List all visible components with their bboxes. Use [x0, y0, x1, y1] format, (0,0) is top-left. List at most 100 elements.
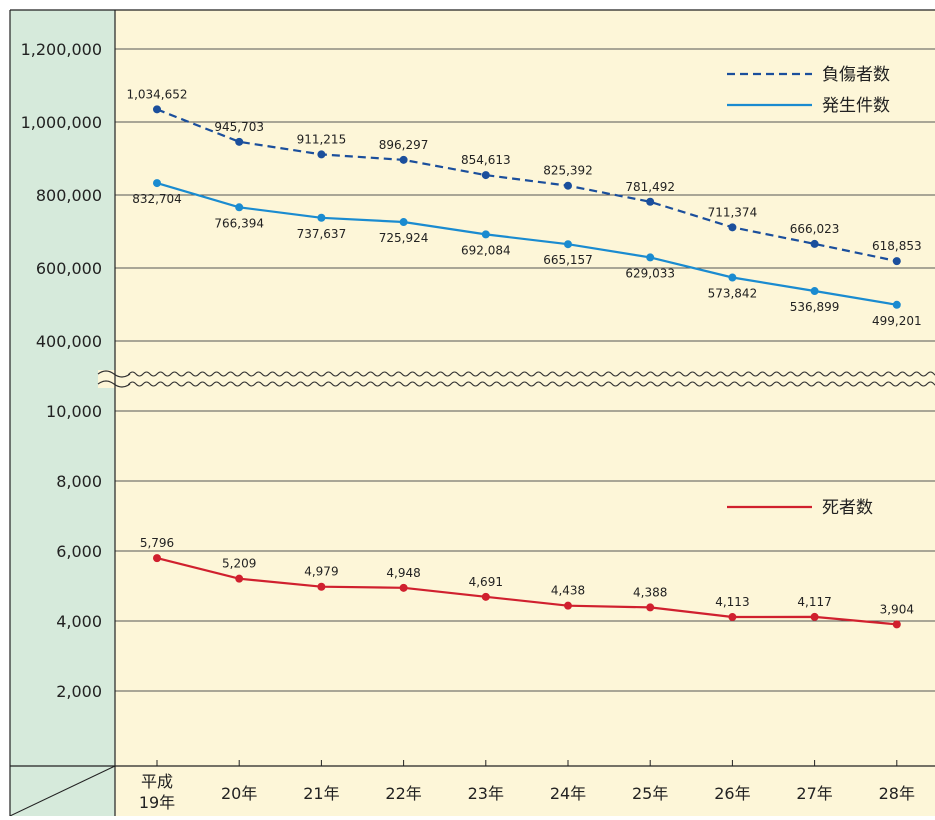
data-label: 4,979: [304, 565, 338, 579]
data-point: [317, 213, 326, 222]
data-label: 665,157: [543, 253, 593, 267]
data-label: 618,853: [872, 239, 922, 253]
data-label: 4,117: [797, 595, 831, 609]
data-label: 854,613: [461, 153, 511, 167]
break-wave: [114, 381, 935, 387]
data-point: [317, 150, 326, 159]
data-label: 911,215: [297, 132, 347, 146]
data-label: 945,703: [214, 120, 264, 134]
data-point: [892, 257, 901, 266]
legend-label: 死者数: [822, 498, 873, 518]
data-point: [399, 218, 408, 227]
y-tick-label: 6,000: [56, 542, 102, 561]
series-死者数: 5,796 5,209 4,979 4,948 4,691 4,438 4,388 4,113…: [140, 536, 914, 629]
data-point: [728, 223, 737, 232]
data-label: 4,438: [551, 584, 585, 598]
data-point: [728, 613, 737, 622]
data-point: [564, 240, 572, 249]
y-tick-label: 1,200,000: [21, 40, 102, 59]
data-label: 499,201: [872, 314, 922, 328]
legend-item: 負傷者数: [727, 65, 890, 85]
x-tick-label: 21年: [303, 784, 339, 803]
data-point: [564, 181, 572, 190]
data-label: 832,704: [132, 192, 182, 206]
data-label: 4,948: [386, 566, 420, 580]
data-label: 781,492: [625, 180, 675, 194]
chart-frame: [9, 9, 935, 816]
x-axis-band: [115, 766, 935, 816]
data-label: 1,034,652: [126, 87, 187, 101]
data-label: 4,388: [633, 585, 667, 599]
data-point: [235, 574, 244, 583]
data-point: [646, 197, 655, 206]
data-label: 573,842: [708, 287, 758, 301]
x-tick-label: 19年: [139, 793, 175, 812]
y-tick-label: 800,000: [36, 186, 102, 205]
y-tick-label: 8,000: [56, 472, 102, 491]
break-wave: [114, 371, 935, 377]
data-point: [399, 155, 408, 164]
data-point: [235, 203, 244, 212]
data-label: 4,691: [469, 575, 503, 589]
series: 1,034,652 945,703 911,215 896,297 854,613 825…: [126, 87, 922, 629]
data-point: [317, 582, 326, 591]
x-tick-label: 23年: [468, 784, 504, 803]
y-tick-label: 1,000,000: [21, 113, 102, 132]
x-tick-label: 28年: [879, 784, 915, 803]
y-axis-panel: [10, 10, 115, 766]
x-tick-labels: 平成 19年 20年 21年 22年 23年 24年 25年 26年 27年 28年: [139, 760, 915, 812]
corner-diagonal: [9, 765, 116, 817]
data-point: [810, 612, 819, 621]
data-label: 536,899: [790, 300, 840, 314]
grid-lines: [115, 48, 935, 692]
data-point: [646, 603, 655, 612]
y-tick-label: 10,000: [46, 402, 102, 421]
data-point: [481, 230, 490, 239]
data-point: [728, 273, 737, 282]
data-point: [153, 179, 161, 188]
data-label: 737,637: [297, 227, 347, 241]
y-tick-label: 4,000: [56, 612, 102, 631]
series-line: [156, 557, 897, 626]
series-line: [156, 108, 898, 263]
data-label: 725,924: [379, 231, 429, 245]
data-point: [399, 583, 408, 592]
data-point: [153, 554, 161, 563]
data-point: [810, 287, 819, 296]
series-負傷者数: 1,034,652 945,703 911,215 896,297 854,613 825…: [126, 87, 922, 266]
x-tick-label: 26年: [714, 784, 750, 803]
data-label: 666,023: [790, 222, 840, 236]
y-tick-label: 2,000: [56, 682, 102, 701]
data-point: [235, 137, 244, 146]
legend-label: 負傷者数: [822, 65, 890, 85]
y-tick-label: 600,000: [36, 259, 102, 278]
data-label: 896,297: [379, 138, 429, 152]
x-tick-label: 25年: [632, 784, 668, 803]
data-point: [892, 300, 901, 309]
x-tick-label: 27年: [796, 784, 832, 803]
data-label: 5,209: [222, 557, 256, 571]
data-point: [481, 592, 490, 601]
data-point: [564, 601, 572, 610]
data-label: 825,392: [543, 164, 593, 178]
legend-label: 発生件数: [822, 96, 890, 116]
series-発生件数: 832,704 766,394 737,637 725,924 692,084 665,1…: [132, 179, 922, 328]
data-point: [892, 620, 901, 629]
data-point: [153, 105, 161, 114]
y-tick-labels: 1,200,000 1,000,000 800,000 600,000 400,000 1…: [21, 40, 102, 701]
data-label: 3,904: [880, 602, 914, 616]
x-tick-label: 20年: [221, 784, 257, 803]
data-label: 629,033: [625, 266, 675, 280]
data-label: 4,113: [715, 595, 749, 609]
data-point: [646, 253, 655, 262]
data-label: 711,374: [708, 205, 758, 219]
data-point: [481, 171, 490, 180]
x-tick-label: 24年: [550, 784, 586, 803]
legend-item: 死者数: [727, 498, 873, 518]
axis-break: [97, 370, 935, 388]
data-label: 692,084: [461, 243, 511, 257]
x-tick-label: 22年: [385, 784, 421, 803]
